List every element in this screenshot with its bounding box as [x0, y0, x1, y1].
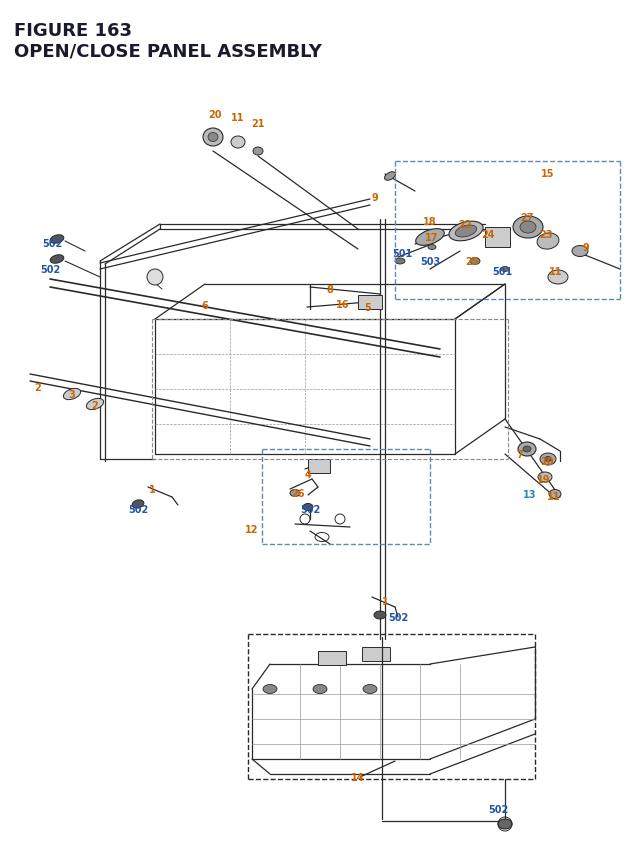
Ellipse shape [395, 258, 405, 264]
Text: 1: 1 [381, 597, 388, 606]
Text: 11: 11 [549, 267, 563, 276]
Text: 502: 502 [488, 804, 508, 814]
Ellipse shape [513, 217, 543, 238]
Text: 16: 16 [336, 300, 349, 310]
Text: 24: 24 [481, 230, 495, 239]
Ellipse shape [385, 172, 396, 181]
Text: 25: 25 [465, 257, 479, 267]
Ellipse shape [498, 819, 512, 829]
Text: 1: 1 [148, 485, 156, 494]
Ellipse shape [470, 258, 480, 265]
Ellipse shape [523, 447, 531, 453]
Bar [485, 228, 510, 248]
Text: 14: 14 [351, 772, 365, 782]
Text: 11: 11 [547, 492, 561, 501]
Ellipse shape [416, 229, 444, 246]
Ellipse shape [86, 399, 104, 410]
Ellipse shape [537, 233, 559, 250]
Bar [358, 295, 382, 310]
Ellipse shape [538, 473, 552, 482]
Text: 17: 17 [425, 232, 439, 243]
Text: 2: 2 [35, 382, 42, 393]
Ellipse shape [428, 245, 436, 251]
Ellipse shape [540, 454, 556, 466]
Text: 502: 502 [388, 612, 408, 623]
Ellipse shape [545, 457, 552, 462]
Text: 15: 15 [541, 169, 555, 179]
Ellipse shape [303, 504, 313, 511]
Text: 10: 10 [541, 456, 555, 467]
Text: FIGURE 163: FIGURE 163 [14, 22, 132, 40]
Text: 13: 13 [524, 489, 537, 499]
Ellipse shape [253, 148, 263, 156]
Text: 9: 9 [372, 193, 378, 202]
Ellipse shape [520, 222, 536, 233]
Ellipse shape [290, 490, 300, 497]
Ellipse shape [313, 684, 327, 694]
Text: 501: 501 [392, 249, 412, 258]
Ellipse shape [263, 684, 277, 694]
Text: 502: 502 [300, 505, 320, 514]
Text: 5: 5 [365, 303, 371, 313]
Text: 11: 11 [231, 113, 244, 123]
Ellipse shape [455, 226, 477, 238]
Circle shape [147, 269, 163, 286]
Text: 502: 502 [40, 264, 60, 275]
Bar [308, 460, 330, 474]
Text: 2: 2 [92, 400, 99, 411]
Text: 9: 9 [582, 243, 589, 253]
Bar [318, 651, 346, 666]
Ellipse shape [50, 235, 64, 244]
Bar [362, 647, 390, 661]
Ellipse shape [63, 389, 81, 400]
Text: 23: 23 [540, 230, 553, 239]
Text: 19: 19 [537, 474, 551, 485]
Ellipse shape [518, 443, 536, 456]
Ellipse shape [208, 133, 218, 142]
Text: 26: 26 [291, 488, 305, 499]
Text: 502: 502 [128, 505, 148, 514]
Text: 3: 3 [68, 389, 76, 400]
Text: 18: 18 [423, 217, 437, 226]
Text: 7: 7 [516, 449, 524, 460]
Ellipse shape [572, 246, 588, 257]
Text: 8: 8 [326, 285, 333, 294]
Ellipse shape [203, 129, 223, 147]
Text: 22: 22 [458, 220, 472, 230]
Ellipse shape [231, 137, 245, 149]
Text: OPEN/CLOSE PANEL ASSEMBLY: OPEN/CLOSE PANEL ASSEMBLY [14, 42, 322, 60]
Ellipse shape [50, 256, 64, 264]
Ellipse shape [374, 611, 386, 619]
Text: 4: 4 [305, 469, 312, 480]
Text: 6: 6 [202, 300, 209, 311]
Text: 12: 12 [245, 524, 259, 535]
Text: 503: 503 [420, 257, 440, 267]
Text: 501: 501 [492, 267, 512, 276]
Ellipse shape [501, 267, 509, 272]
Ellipse shape [548, 270, 568, 285]
Text: 502: 502 [42, 238, 62, 249]
Text: 27: 27 [520, 213, 534, 223]
Ellipse shape [549, 490, 561, 499]
Ellipse shape [132, 500, 144, 509]
Ellipse shape [363, 684, 377, 694]
Ellipse shape [449, 222, 483, 242]
Text: 20: 20 [208, 110, 221, 120]
Text: 21: 21 [252, 119, 265, 129]
